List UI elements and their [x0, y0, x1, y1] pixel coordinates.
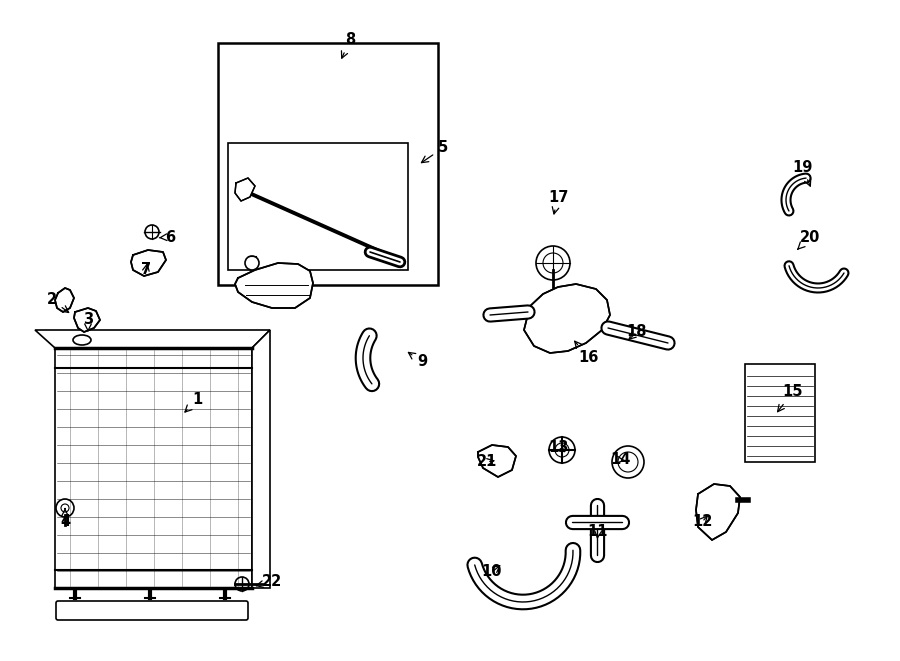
Circle shape [555, 443, 569, 457]
Text: 15: 15 [778, 385, 803, 412]
Circle shape [245, 256, 259, 270]
Circle shape [612, 446, 644, 478]
Polygon shape [235, 263, 313, 308]
Text: 17: 17 [548, 190, 568, 214]
Circle shape [618, 452, 638, 472]
Text: 8: 8 [341, 32, 356, 58]
Text: 22: 22 [256, 574, 282, 590]
Bar [745, 364, 815, 462]
Circle shape [549, 437, 575, 463]
Circle shape [543, 253, 563, 273]
Text: 19: 19 [792, 159, 812, 186]
Polygon shape [252, 330, 270, 588]
Text: 7: 7 [141, 262, 151, 278]
Circle shape [235, 577, 249, 591]
Text: 20: 20 [797, 229, 820, 249]
Text: 2: 2 [47, 293, 68, 313]
Text: 6: 6 [159, 229, 176, 245]
Text: 5: 5 [421, 141, 448, 163]
Bar [218, 43, 438, 285]
Text: 4: 4 [60, 509, 70, 529]
Text: 1: 1 [185, 393, 202, 412]
Circle shape [61, 504, 69, 512]
Polygon shape [55, 288, 74, 312]
Bar [228, 143, 408, 270]
Text: 10: 10 [482, 564, 502, 580]
Ellipse shape [73, 335, 91, 345]
Polygon shape [696, 484, 740, 540]
Text: 9: 9 [409, 352, 428, 369]
Text: 11: 11 [588, 524, 608, 539]
Polygon shape [235, 178, 255, 201]
Circle shape [56, 499, 74, 517]
FancyBboxPatch shape [56, 601, 248, 620]
Polygon shape [478, 445, 516, 477]
Text: 3: 3 [83, 313, 93, 330]
Circle shape [145, 225, 159, 239]
Polygon shape [55, 348, 252, 588]
Text: 13: 13 [548, 440, 568, 455]
Polygon shape [131, 250, 166, 276]
Polygon shape [35, 330, 270, 348]
Text: 14: 14 [610, 453, 630, 467]
Text: 16: 16 [575, 341, 598, 364]
Text: 12: 12 [692, 514, 712, 529]
Polygon shape [524, 284, 610, 353]
Text: 18: 18 [626, 325, 647, 340]
Text: 21: 21 [477, 455, 497, 469]
Polygon shape [74, 308, 100, 332]
Circle shape [536, 246, 570, 280]
